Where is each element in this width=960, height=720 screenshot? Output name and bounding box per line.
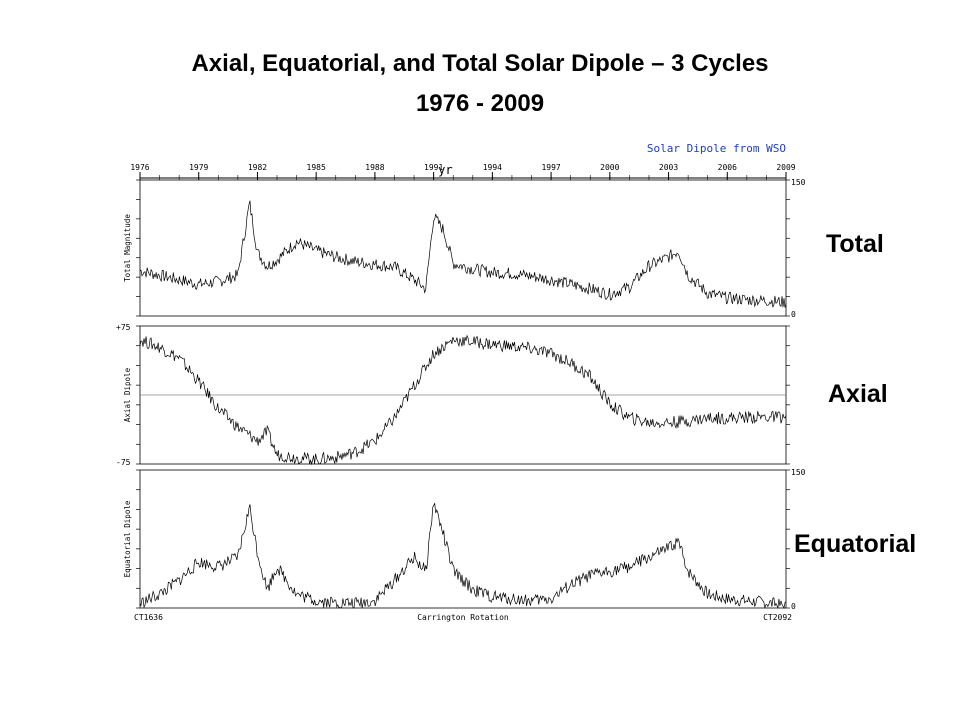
top-tick-label: 1991 — [424, 163, 443, 172]
bottom-axis-label: Carrington Rotation — [417, 613, 509, 622]
ytick-bottom-label: -75 — [116, 458, 131, 467]
top-tick-label: 2006 — [718, 163, 737, 172]
ytick-top-label: +75 — [116, 323, 131, 332]
top-tick-label: 1976 — [130, 163, 149, 172]
label-total: Total — [826, 230, 884, 258]
ytick-bottom-label: 0 — [791, 602, 796, 611]
top-tick-label: 1982 — [248, 163, 267, 172]
y-axis-label: Equatorial Dipole — [123, 500, 132, 577]
panel-frame — [139, 179, 787, 317]
top-tick-label: 1979 — [189, 163, 208, 172]
ytick-top-label: 150 — [791, 178, 806, 187]
bottom-start-label: CT1636 — [134, 613, 163, 622]
ytick-top-label: 150 — [791, 468, 806, 477]
label-equatorial: Equatorial — [794, 530, 917, 558]
slide-title: Axial, Equatorial, and Total Solar Dipol… — [191, 50, 769, 77]
top-tick-label: 1994 — [483, 163, 502, 172]
slide-subtitle: 1976 - 2009 — [415, 90, 545, 117]
top-tick-label: 1985 — [307, 163, 326, 172]
ytick-bottom-label: 0 — [791, 310, 796, 319]
top-tick-label: 1988 — [365, 163, 384, 172]
top-tick-label: 2003 — [659, 163, 678, 172]
top-tick-label: 2000 — [600, 163, 619, 172]
label-axial: Axial — [828, 380, 888, 408]
top-tick-label: 2009 — [776, 163, 795, 172]
top-tick-label: 1997 — [541, 163, 560, 172]
series-line-2 — [139, 502, 787, 610]
y-axis-label: Total Magnitude — [123, 214, 132, 282]
bottom-end-label: CT2092 — [763, 613, 792, 622]
panel-frame — [139, 469, 787, 609]
series-line-0 — [139, 200, 787, 308]
top-axis-label: yr — [438, 163, 452, 177]
y-axis-label: Axial Dipole — [123, 367, 132, 422]
chart-title: Solar Dipole from WSO — [647, 142, 786, 155]
series-line-1 — [139, 334, 787, 466]
